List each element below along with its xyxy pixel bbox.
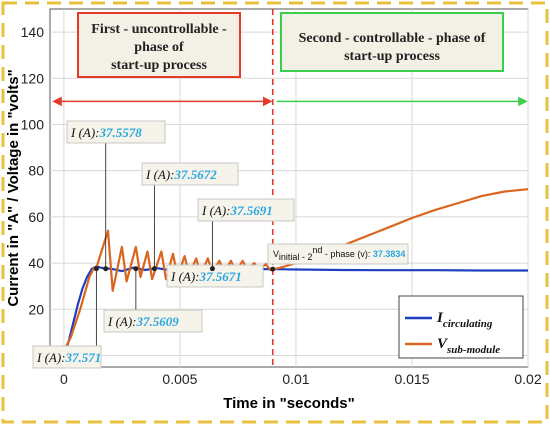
annotation-label: I (A):37.571 [36, 350, 101, 365]
phase-2-text-line: Second - controllable - phase of [299, 31, 486, 46]
annotation-value: 37.5609 [136, 314, 180, 329]
annotation-prefix: I (A): [145, 167, 175, 182]
annotation-prefix: I (A): [70, 125, 100, 140]
annotation-label: I (A):37.5671 [170, 269, 242, 284]
legend-entry: Icirculating [436, 310, 493, 330]
annotation-box [166, 264, 264, 288]
annotation-prefix: I (A): [201, 203, 231, 218]
x-tick-label: 0.005 [162, 371, 197, 387]
annotation-value: 37.5578 [99, 125, 143, 140]
y-tick-label: 100 [21, 116, 45, 132]
annotation-value: 37.5672 [174, 167, 218, 182]
legend-entry: Vsub-module [437, 336, 500, 356]
annotation-box [103, 309, 203, 333]
phase-2-text-line: start-up process [344, 49, 440, 64]
v-annotation-suffix: - phase [322, 249, 355, 259]
x-tick-label: 0.02 [514, 371, 541, 387]
v-annotation-sub: initial - 2 [279, 252, 313, 262]
legend-main: V [437, 336, 449, 352]
x-tick-label: 0.015 [394, 371, 429, 387]
y-tick-label: 60 [28, 209, 44, 225]
v-annotation-unit: (v): [355, 249, 373, 259]
annotation-value: 37.5691 [230, 203, 273, 218]
legend-box [398, 295, 524, 359]
legend: Icirculating Vsub-module [398, 295, 524, 359]
v-annotation-label: Vinitial - 2nd - phase (v): 37.3834 [273, 245, 405, 262]
phase-1-box [77, 12, 241, 78]
x-tick-label: 0 [60, 371, 68, 387]
annotation-label: I (A):37.5691 [201, 203, 273, 218]
annotation-box [141, 162, 239, 186]
annotation-box [32, 345, 102, 369]
annotation-prefix: I (A): [107, 314, 137, 329]
v-annotation-prefix: V [273, 249, 279, 259]
v-annotation-sup: nd [312, 245, 322, 255]
annotation-prefix: I (A): [36, 350, 66, 365]
annotation-box [66, 120, 166, 144]
y-tick-label: 80 [28, 163, 44, 179]
annotation-label: I (A):37.5609 [107, 314, 179, 329]
annotation-point [133, 266, 139, 272]
y-axis-label: Current in "A" / Voltage in "volts" [5, 69, 22, 306]
legend-main: I [436, 310, 444, 326]
legend-sub: sub-module [446, 344, 500, 356]
annotation-point [93, 266, 99, 272]
legend-sub: circulating [443, 318, 493, 330]
annotation-prefix: I (A): [170, 269, 200, 284]
annotation-point [151, 266, 157, 272]
y-tick-label: 20 [28, 301, 44, 317]
phase-1-text-line: phase of [134, 40, 184, 55]
v-annotation-point [270, 266, 276, 272]
v-annotation-value: 37.3834 [373, 249, 406, 259]
v-annotation-box [267, 243, 409, 265]
x-axis-label: Time in "seconds" [223, 395, 354, 412]
annotation-point [209, 266, 215, 272]
x-tick-label: 0.01 [282, 371, 309, 387]
annotation-value: 37.571 [65, 350, 102, 365]
annotation-box [197, 198, 295, 222]
phase-1-text-line: First - uncontrollable - [91, 22, 227, 37]
phase-layer: First - uncontrollable - phase of start-up… [52, 9, 528, 367]
y-tick-label: 40 [28, 255, 44, 271]
y-tick-label: 120 [21, 70, 45, 86]
annotation-value: 37.5671 [199, 269, 242, 284]
phase-1-text-line: start-up process [111, 58, 207, 73]
annotation-label: I (A):37.5672 [145, 167, 217, 182]
phase-2-box [280, 12, 504, 72]
annotation-point [103, 266, 109, 272]
annotation-label: I (A):37.5578 [70, 125, 142, 140]
y-tick-label: 140 [21, 24, 45, 40]
